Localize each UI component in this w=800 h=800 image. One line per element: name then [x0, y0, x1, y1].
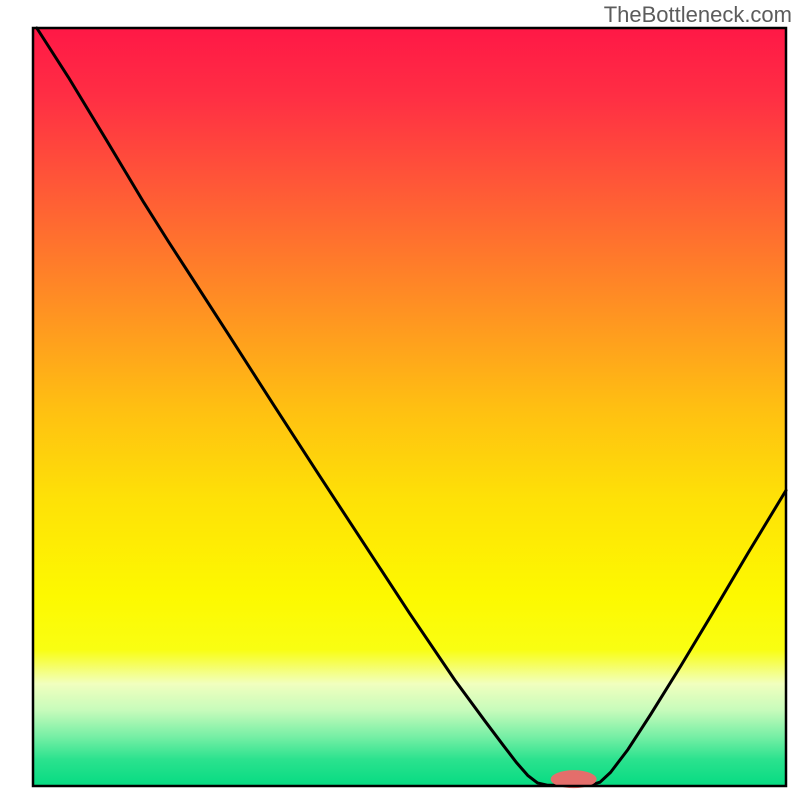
plot-background — [33, 28, 786, 786]
chart-svg — [0, 0, 800, 800]
chart-container: TheBottleneck.com — [0, 0, 800, 800]
watermark-text: TheBottleneck.com — [604, 2, 792, 28]
